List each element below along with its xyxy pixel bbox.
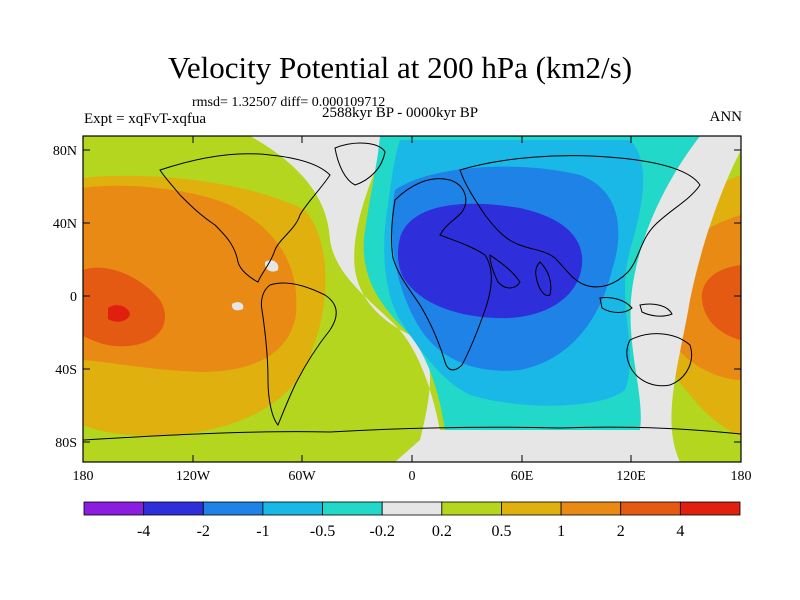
coast-south-america — [260, 282, 337, 426]
colorbar-label: -1 — [256, 523, 269, 540]
colorbar-box — [501, 501, 562, 516]
colorbar-box — [381, 501, 443, 516]
colorbar-box — [262, 501, 323, 516]
lat-label-0: 0 — [70, 290, 77, 305]
colorbar-box — [620, 501, 681, 516]
colorbar-label: -0.2 — [370, 523, 395, 540]
coast-indonesia — [599, 297, 673, 317]
colorbar-boxes — [83, 501, 741, 516]
field-pacific-east-3 — [701, 265, 741, 340]
field-neutral-band — [250, 136, 741, 462]
colorbar-label: 0.2 — [432, 523, 452, 540]
coast-asia — [459, 155, 701, 288]
colorbar: -4 -2 -1 -0.5 -0.2 0.2 0.5 1 2 4 — [83, 501, 741, 540]
lon-label-180w: 180 — [73, 469, 94, 484]
colorbar-box — [560, 501, 622, 516]
coast-antarctica — [83, 426, 741, 441]
colorbar-box — [83, 501, 145, 516]
experiment-text: Expt = xqFvT-xqfua — [84, 111, 207, 127]
coastlines — [83, 142, 741, 441]
colorbar-box — [679, 501, 741, 516]
colorbar-labels: -4 -2 -1 -0.5 -0.2 0.2 0.5 1 2 4 — [137, 523, 684, 540]
lat-label-40n: 40N — [53, 217, 77, 232]
field-spot-1 — [264, 260, 279, 272]
colorbar-label: -4 — [137, 523, 150, 540]
coast-arabia-india — [489, 254, 552, 297]
coast-north-america — [159, 153, 331, 283]
coast-africa-europe — [391, 178, 492, 371]
field-spot-2 — [231, 302, 244, 311]
lon-label-60w: 60W — [288, 469, 316, 484]
colorbar-label: 0.5 — [491, 523, 511, 540]
lon-axis: 180 120W 60W 0 60E 120E 180 — [73, 136, 752, 484]
lat-label-40s: 40S — [55, 363, 77, 378]
coast-greenland — [334, 142, 386, 186]
lat-axis: 80N 40N 0 40S 80S — [53, 144, 741, 451]
colorbar-box — [441, 501, 502, 516]
colorbar-box — [322, 501, 383, 516]
chart-title: Velocity Potential at 200 hPa (km2/s) — [167, 50, 633, 85]
colorbar-label: 2 — [617, 523, 625, 540]
colorbar-label: -0.5 — [310, 523, 335, 540]
coast-australia — [626, 333, 693, 387]
season-text: ANN — [709, 109, 743, 125]
lon-label-120e: 120E — [616, 469, 646, 484]
colorbar-box — [143, 501, 204, 516]
lon-label-60e: 60E — [511, 469, 534, 484]
lon-label-180e: 180 — [731, 469, 752, 484]
field-pacific-west-4 — [108, 305, 130, 322]
colorbar-label: 1 — [557, 523, 565, 540]
stats-text: rmsd= 1.32507 diff= 0.000109712 — [192, 95, 386, 110]
velocity-potential-field — [83, 136, 741, 462]
colorbar-box — [202, 501, 264, 516]
period-text: 2588kyr BP - 0000kyr BP — [322, 105, 479, 121]
colorbar-label: 4 — [676, 523, 684, 540]
colorbar-label: -2 — [197, 523, 210, 540]
lon-label-120w: 120W — [176, 469, 211, 484]
lat-label-80n: 80N — [53, 144, 77, 159]
lat-label-80s: 80S — [55, 436, 77, 451]
lon-label-0: 0 — [409, 469, 416, 484]
